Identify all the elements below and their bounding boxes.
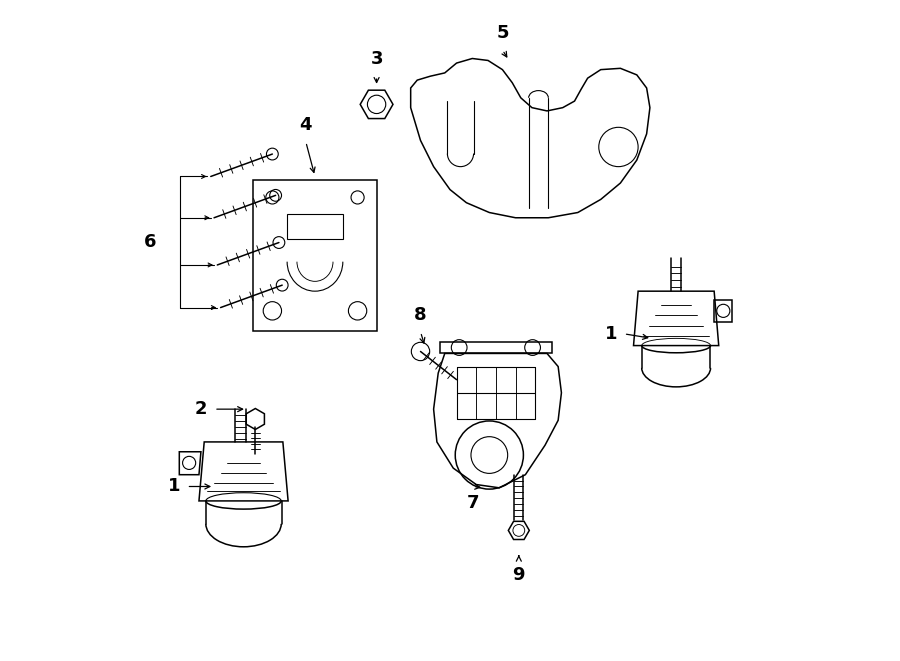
Text: 2: 2	[195, 400, 208, 418]
Text: 3: 3	[370, 50, 382, 68]
Text: 4: 4	[300, 116, 312, 134]
Text: 1: 1	[167, 477, 180, 496]
Text: 5: 5	[496, 24, 508, 42]
Text: 8: 8	[414, 306, 427, 324]
Text: 6: 6	[144, 233, 157, 251]
Text: 1: 1	[605, 325, 617, 343]
Text: 7: 7	[467, 494, 479, 512]
Text: 9: 9	[513, 566, 525, 584]
